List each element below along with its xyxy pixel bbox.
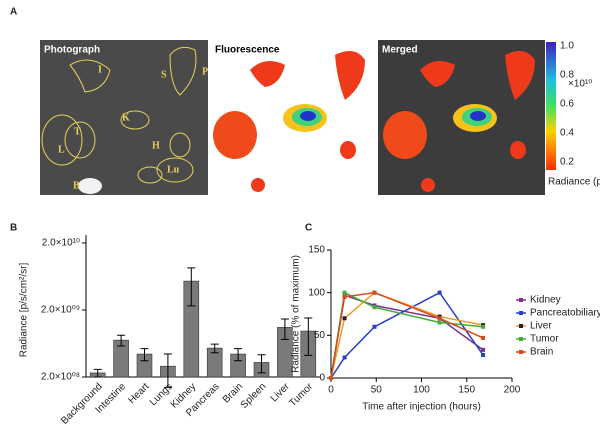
series-line <box>330 291 484 379</box>
organ-label: T <box>74 126 81 137</box>
error-bar <box>257 354 266 374</box>
organ-label: P <box>202 66 208 77</box>
error-bar <box>234 348 243 362</box>
organ-label: L <box>58 144 65 155</box>
image-heading: Photograph <box>44 45 100 56</box>
y-tick-label: 2.0×10⁰⁹ <box>41 305 80 316</box>
point <box>481 347 486 352</box>
colorbar-tick: 1.0 <box>560 41 574 52</box>
y-axis-label: Radiance [p/s/cm²/sr] <box>19 263 30 358</box>
organ-label: B <box>73 180 80 191</box>
x-tick-label: Heart <box>126 381 151 406</box>
legend-label: Pancreatobiliary <box>530 308 600 319</box>
x-tick-label: 50 <box>371 385 383 396</box>
x-tick-label: 150 <box>458 385 475 396</box>
point <box>372 324 377 329</box>
colorbar-unit: ×10¹⁰ <box>568 79 592 90</box>
colorbar-tick: 0.8 <box>560 70 574 81</box>
legend-label: Kidney <box>530 295 561 306</box>
legend-marker <box>519 350 523 354</box>
point <box>481 335 486 340</box>
point <box>372 290 377 295</box>
colorbar-tick: 0.2 <box>560 157 574 168</box>
error-bar <box>280 318 289 340</box>
photograph-image <box>40 40 208 195</box>
legend-marker <box>519 311 523 315</box>
colorbar-tick: 0.4 <box>560 128 574 139</box>
point <box>437 316 442 321</box>
error-bar <box>117 334 126 347</box>
y-tick-label: 150 <box>308 245 325 256</box>
panel-label: B <box>10 223 17 234</box>
error-bar <box>304 317 313 356</box>
colorbar <box>546 42 556 170</box>
error-bar <box>93 368 102 378</box>
point <box>481 352 486 357</box>
x-tick-label: 200 <box>504 385 521 396</box>
brain-photo <box>78 178 102 194</box>
organ-label: S <box>161 69 167 80</box>
panel-label: A <box>10 7 17 18</box>
x-tick-label: Spleen <box>239 381 269 411</box>
legend-label: Liver <box>530 321 552 332</box>
point <box>329 376 333 380</box>
point <box>481 324 486 329</box>
colorbar-tick: 0.6 <box>560 99 574 110</box>
y-tick-label: 100 <box>308 287 325 298</box>
error-bar <box>163 353 172 388</box>
series-line <box>330 294 484 379</box>
y-tick-label: 50 <box>314 330 326 341</box>
organ-label: H <box>152 140 160 151</box>
x-tick-label: 100 <box>413 385 430 396</box>
legend-label: Tumor <box>530 334 559 345</box>
point <box>342 316 347 321</box>
legend-marker <box>519 337 523 341</box>
x-tick-label: Tumor <box>287 381 315 409</box>
point <box>437 320 442 325</box>
image-heading: Fluorescence <box>215 45 280 56</box>
legend-marker <box>519 298 523 302</box>
point <box>342 355 347 360</box>
x-axis-label: Time after injection (hours) <box>362 402 481 413</box>
organ-label: I <box>98 64 102 75</box>
merged-overlay <box>383 51 535 192</box>
image-heading: Merged <box>382 45 418 56</box>
legend-marker <box>519 324 523 328</box>
fluorescence-image <box>213 51 365 192</box>
y-tick-label: 2.0×10¹⁰ <box>42 238 80 249</box>
organ-label: Lu <box>167 164 180 175</box>
error-bar <box>210 343 219 354</box>
point <box>372 305 377 310</box>
colorbar-title: Radiance (p/sec/cm²/sr) <box>548 177 600 188</box>
error-bar <box>187 267 196 307</box>
organ-outlines <box>41 46 197 184</box>
y-axis-label: Radiance (% of maximum) <box>291 255 302 373</box>
y-tick-label: 0 <box>319 373 325 384</box>
panel-label: C <box>305 223 312 234</box>
y-tick-label: 2.0×10⁰⁸ <box>41 372 80 383</box>
point <box>437 290 442 295</box>
organ-label: K <box>122 112 130 123</box>
error-bar <box>140 348 149 362</box>
legend-label: Brain <box>530 347 553 358</box>
point <box>342 294 347 299</box>
x-tick-label: 0 <box>328 385 334 396</box>
point <box>342 290 347 295</box>
